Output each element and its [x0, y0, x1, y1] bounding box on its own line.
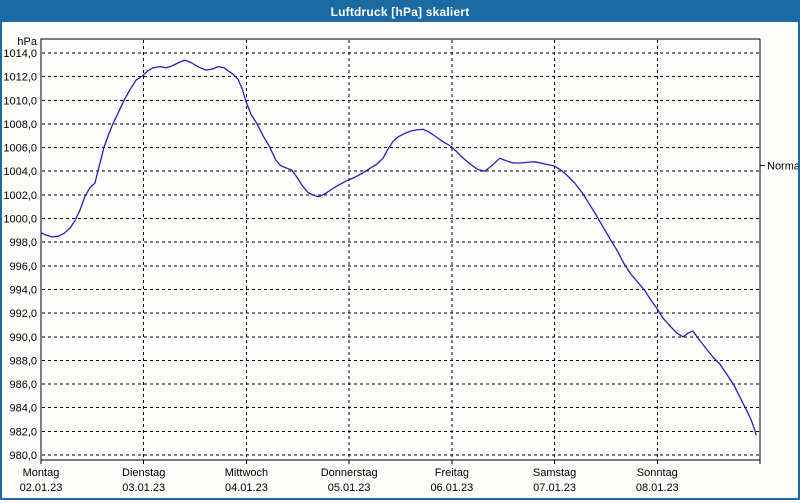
y-axis-tick-label: 988,0: [9, 355, 37, 367]
x-axis-date-label: 02.01.23: [20, 482, 63, 494]
y-axis-unit-label: hPa: [17, 36, 37, 48]
x-axis-date-label: 07.01.23: [533, 482, 576, 494]
pressure-chart: 1014,0 1012,0 1010,0 1008,0 1006,0 1004,0 1002…: [2, 22, 800, 498]
y-axis-tick-label: 1012,0: [3, 72, 37, 84]
y-axis-tick-label: 998,0: [9, 237, 37, 249]
y-axis-tick-label: 1006,0: [3, 143, 37, 155]
y-axis-tick-label: 1004,0: [3, 166, 37, 178]
y-axis-tick-label: 986,0: [9, 379, 37, 391]
y-axis-tick-label: 982,0: [9, 426, 37, 438]
window-title: Luftdruck [hPa] skaliert: [330, 5, 470, 19]
x-axis-day-label: Montag: [23, 467, 60, 479]
x-axis-date-label: 03.01.23: [122, 482, 165, 494]
x-axis-day-label: Dienstag: [122, 467, 165, 479]
y-axis-tick-label: 980,0: [9, 450, 37, 462]
y-axis-tick-label: 994,0: [9, 284, 37, 296]
y-axis-tick-label: 1010,0: [3, 95, 37, 107]
x-axis-day-label: Freitag: [435, 467, 469, 479]
x-axis-day-label: Donnerstag: [321, 467, 378, 479]
x-axis-date-label: 08.01.23: [636, 482, 679, 494]
y-axis-tick-label: 992,0: [9, 308, 37, 320]
normal-marker-label: Normal: [767, 160, 798, 172]
y-axis-tick-label: 1008,0: [3, 119, 37, 131]
x-axis-date-label: 04.01.23: [225, 482, 268, 494]
y-axis-tick-label: 984,0: [9, 403, 37, 415]
plot-border: [40, 38, 761, 461]
y-axis-tick-label: 1014,0: [3, 48, 37, 60]
y-axis-tick-label: 990,0: [9, 332, 37, 344]
x-axis-day-label: Mittwoch: [225, 467, 268, 479]
x-axis-date-label: 05.01.23: [328, 482, 371, 494]
y-axis-tick-label: 1000,0: [3, 214, 37, 226]
x-axis-day-label: Sonntag: [637, 467, 678, 479]
x-axis-date-label: 06.01.23: [430, 482, 473, 494]
pressure-chart-canvas: 1014,0 1012,0 1010,0 1008,0 1006,0 1004,0 1002…: [3, 36, 800, 494]
x-axis-day-label: Samstag: [533, 467, 576, 479]
y-axis-tick-label: 1002,0: [3, 190, 37, 202]
window-titlebar: Luftdruck [hPa] skaliert: [2, 2, 798, 22]
y-axis-tick-label: 996,0: [9, 261, 37, 273]
pressure-line: [40, 59, 757, 436]
